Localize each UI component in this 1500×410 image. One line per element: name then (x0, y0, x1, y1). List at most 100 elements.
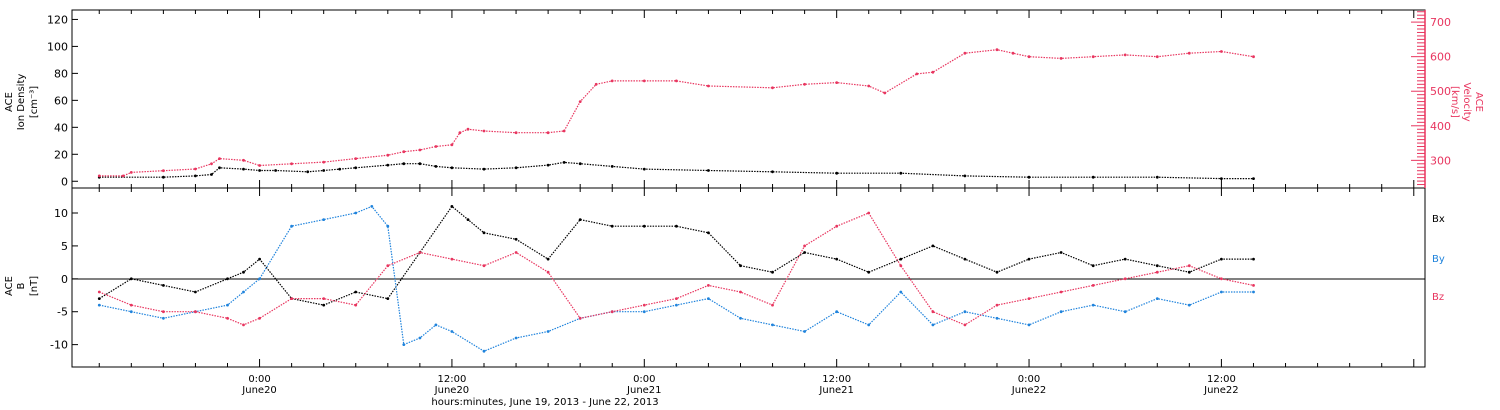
velocity-tick-label: 700 (1430, 16, 1451, 29)
velocity-point (642, 79, 646, 83)
velocity-label-line-2: Velocity (1461, 82, 1472, 121)
time-tick-label: 12:00 (822, 374, 851, 385)
legend-by: By (1432, 254, 1445, 265)
bx-point (578, 218, 582, 222)
velocity-point (354, 157, 358, 161)
bz-point (707, 284, 710, 287)
velocity-point (771, 86, 774, 90)
bz-point (995, 303, 999, 307)
b-tick-label: 10 (54, 207, 68, 220)
velocity-tick-label: 600 (1430, 51, 1451, 64)
bx-point (1123, 257, 1127, 261)
density-point (338, 167, 342, 171)
bx-point (995, 270, 999, 274)
density-label-line-3: [cm⁻³] (29, 86, 40, 118)
by-point (995, 316, 999, 320)
density-point (1091, 175, 1095, 179)
x-axis-title: hours:minutes, June 19, 2013 - June 22, … (431, 397, 658, 408)
velocity-point (1059, 57, 1063, 60)
velocity-point (402, 150, 406, 154)
velocity-point (675, 79, 678, 83)
legend-bx: Bx (1432, 214, 1445, 225)
bx-point (354, 290, 358, 294)
bz-point (1155, 270, 1159, 274)
by-point (1027, 323, 1031, 327)
by-point (226, 303, 229, 307)
density-tick-label: 60 (54, 94, 68, 107)
bx-point (803, 251, 806, 254)
b-axis-label: ACE B [nT] (4, 276, 40, 296)
velocity-point (707, 84, 710, 88)
velocity-tick-label: 500 (1430, 85, 1451, 98)
bottom-panel-frame (71, 187, 1426, 368)
bz-point (642, 303, 646, 307)
bz-point (963, 323, 967, 327)
velocity-point (915, 72, 919, 76)
bx-point (610, 224, 614, 228)
by-point (963, 310, 967, 314)
bx-point (1059, 251, 1063, 254)
b-tick-label: -5 (57, 306, 68, 319)
bx-point (963, 257, 967, 261)
velocity-point (594, 82, 598, 86)
velocity-point (450, 143, 454, 147)
bx-point (258, 257, 261, 261)
density-point (482, 167, 486, 171)
bx-point (482, 231, 486, 235)
data-series (97, 48, 1255, 353)
density-point (1027, 175, 1031, 179)
density-tick-label: 40 (54, 121, 68, 134)
density-axis-ticks: 0 20 40 60 80 100 120 (47, 13, 78, 188)
bz-point (258, 316, 261, 320)
bz-point (354, 303, 358, 307)
bz-point (867, 211, 871, 215)
date-tick-label: June22 (1203, 385, 1239, 396)
bz-point (1220, 277, 1223, 281)
bz-point (610, 310, 614, 314)
bz-point (1059, 290, 1063, 294)
velocity-point (1011, 51, 1015, 55)
bx-point (642, 224, 646, 228)
velocity-point (610, 79, 614, 83)
velocity-point (1252, 55, 1255, 59)
density-point (963, 174, 967, 178)
velocity-point (162, 169, 165, 173)
by-point (162, 316, 165, 320)
density-point (578, 162, 582, 166)
bx-point (194, 290, 197, 294)
density-point (562, 161, 566, 164)
b-tick-label: 5 (61, 240, 68, 253)
bz-point (482, 264, 486, 268)
bx-point (1155, 264, 1159, 268)
bx-point (1027, 257, 1031, 261)
by-point (242, 290, 245, 294)
by-point (835, 310, 839, 314)
velocity-point (322, 160, 326, 164)
velocity-point (386, 153, 390, 157)
bz-point (803, 244, 806, 248)
by-point (771, 323, 774, 327)
bx-point (675, 224, 678, 228)
velocity-point (242, 158, 245, 162)
density-point (1252, 177, 1255, 181)
b-tick-label: 0 (61, 273, 68, 286)
bz-point (290, 297, 293, 300)
by-point (1059, 310, 1063, 314)
bx-point (242, 270, 245, 274)
bx-point (322, 303, 326, 307)
velocity-point (482, 129, 486, 133)
velocity-point (194, 167, 197, 171)
bx-point (162, 284, 165, 287)
date-tick-label: June21 (818, 385, 854, 396)
bz-point (771, 303, 774, 307)
bx-point (1091, 264, 1095, 268)
density-point (1155, 175, 1159, 179)
bz-point (1123, 277, 1127, 281)
velocity-tick-label: 400 (1430, 120, 1451, 133)
bz-point (835, 224, 839, 228)
bz-point (322, 297, 326, 300)
by-point (434, 323, 438, 327)
density-tick-label: 80 (54, 67, 68, 80)
velocity-point (418, 148, 422, 152)
